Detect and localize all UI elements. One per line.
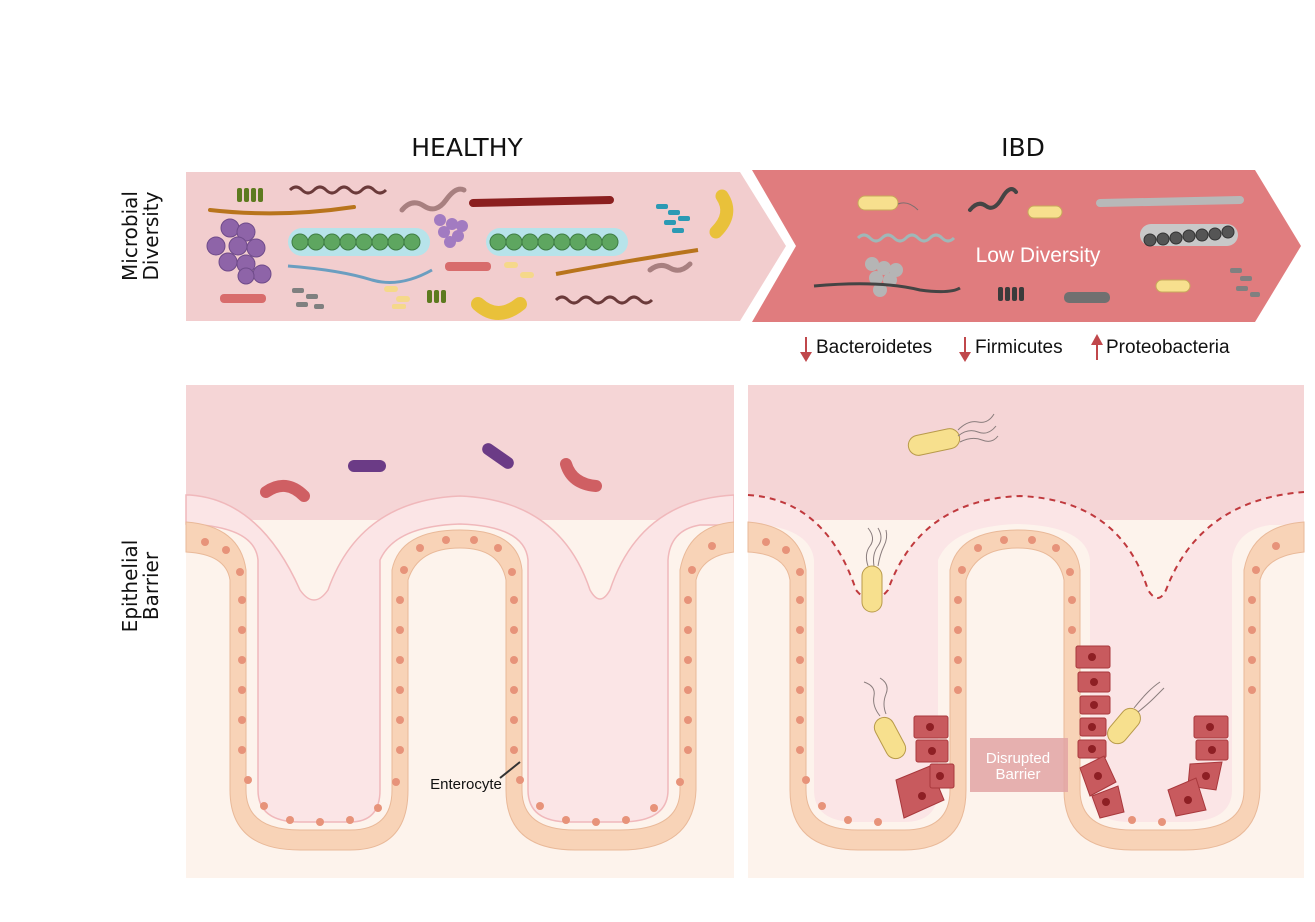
panel-divider xyxy=(734,385,748,878)
row-label-line1: Epithelial xyxy=(118,540,142,633)
healthy-microbe-band xyxy=(186,172,786,321)
invading-bacteria xyxy=(861,428,1141,760)
change-label: Proteobacteria xyxy=(1106,337,1230,358)
disrupted-barrier-line2: Barrier xyxy=(995,766,1040,783)
change-bacteroidetes: Bacteroidetes xyxy=(800,337,932,362)
phylum-changes: Bacteroidetes Firmicutes Proteobacteria xyxy=(800,334,1230,362)
epithelial-barrier-label: Epithelial Barrier xyxy=(118,540,163,633)
enterocyte-label: Enterocyte xyxy=(430,776,502,793)
healthy-microbes xyxy=(206,185,734,320)
change-firmicutes: Firmicutes xyxy=(959,337,1063,362)
disrupted-barrier-box xyxy=(970,738,1068,792)
damaged-cells xyxy=(895,645,1229,819)
ibd-epithelium-panel: Disrupted Barrier xyxy=(747,385,1305,878)
ibd-microbes xyxy=(813,187,1260,303)
row-label-line2: Diversity xyxy=(139,191,163,280)
microbial-diversity-label: Microbial Diversity xyxy=(118,191,163,281)
healthy-epithelium-panel: Enterocyte xyxy=(185,385,735,878)
change-proteobacteria: Proteobacteria xyxy=(1091,334,1230,360)
low-diversity-label: Low Diversity xyxy=(976,244,1101,267)
row-label-line2: Barrier xyxy=(139,551,163,620)
disrupted-barrier-line1: Disrupted xyxy=(986,750,1050,767)
row-label-line1: Microbial xyxy=(118,191,142,281)
ibd-heading: IBD xyxy=(1001,133,1045,162)
healthy-heading: HEALTHY xyxy=(411,133,523,162)
change-label: Firmicutes xyxy=(975,337,1063,358)
change-label: Bacteroidetes xyxy=(816,337,932,358)
